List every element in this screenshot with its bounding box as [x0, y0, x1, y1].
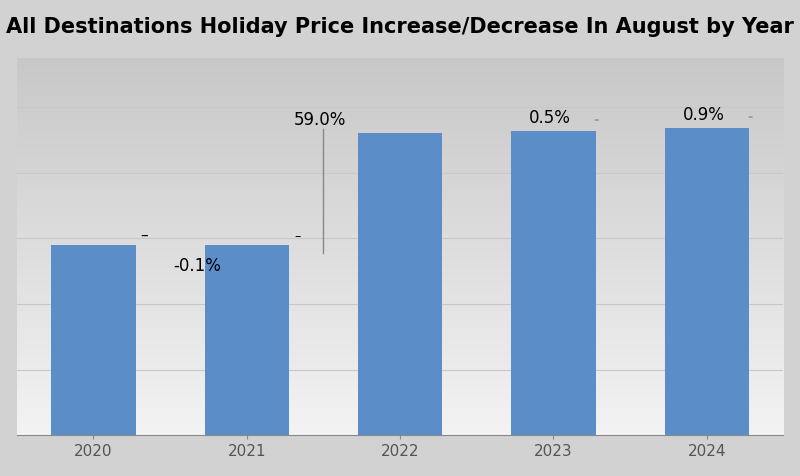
Text: -0.1%: -0.1%: [174, 257, 222, 275]
Bar: [51, 245, 135, 436]
Text: 0.9%: 0.9%: [682, 106, 725, 124]
Text: –: –: [140, 228, 148, 243]
Bar: [358, 132, 442, 436]
Text: 0.5%: 0.5%: [530, 109, 571, 127]
Bar: [511, 131, 595, 436]
Bar: [665, 128, 749, 436]
Text: 59.0%: 59.0%: [294, 110, 346, 129]
Text: =: =: [747, 115, 752, 120]
Text: =: =: [594, 118, 599, 123]
Bar: [205, 245, 289, 436]
Text: –: –: [294, 230, 300, 243]
Title: All Destinations Holiday Price Increase/Decrease In August by Year: All Destinations Holiday Price Increase/…: [6, 17, 794, 37]
